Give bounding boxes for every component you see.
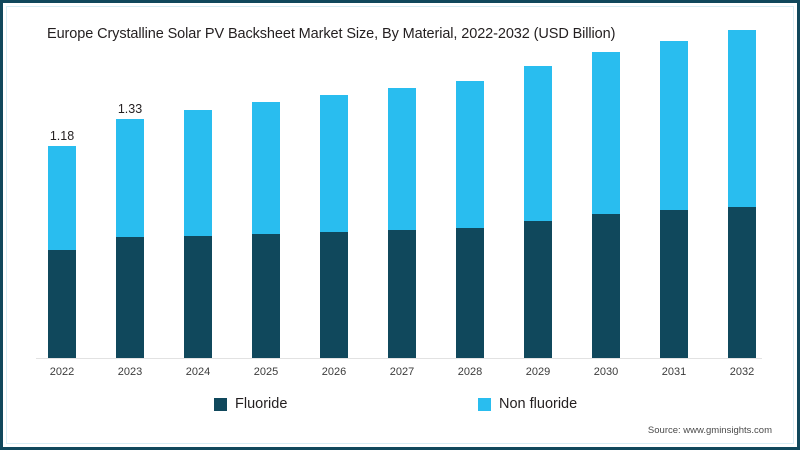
x-axis-tick-2022: 2022 xyxy=(49,366,75,378)
x-axis-tick-2028: 2028 xyxy=(457,366,483,378)
bar-column-2029[interactable] xyxy=(524,66,552,358)
bar-segment-fluoride-2029[interactable] xyxy=(524,221,552,358)
bar-segment-fluoride-2032[interactable] xyxy=(728,206,756,358)
source-attribution: Source: www.gminsights.com xyxy=(647,425,772,436)
legend-swatch-fluoride xyxy=(214,397,227,411)
bar-segment-fluoride-2024[interactable] xyxy=(184,235,212,358)
bar-segment-fluoride-2028[interactable] xyxy=(456,228,484,358)
chart-legend: Fluoride Non fluoride xyxy=(0,396,800,420)
x-axis-tick-2024: 2024 xyxy=(185,366,211,378)
legend-swatch-non-fluoride xyxy=(478,397,491,411)
legend-item-fluoride[interactable]: Fluoride xyxy=(214,396,287,412)
bar-column-2022[interactable]: 1.18 xyxy=(48,129,76,358)
bar-segment-fluoride-2023[interactable] xyxy=(116,237,144,358)
bar-column-2024[interactable] xyxy=(184,109,212,358)
x-axis-tick-2032: 2032 xyxy=(729,366,755,378)
legend-label-fluoride: Fluoride xyxy=(235,396,288,412)
bar-segment-fluoride-2022[interactable] xyxy=(48,250,76,358)
bar-column-2031[interactable] xyxy=(660,41,688,358)
bar-segment-non-fluoride-2028[interactable] xyxy=(456,80,484,229)
bar-column-2025[interactable] xyxy=(252,102,280,358)
chart-title: Europe Crystalline Solar PV Backsheet Ma… xyxy=(47,26,616,42)
bar-segment-fluoride-2025[interactable] xyxy=(252,233,280,358)
bar-column-2032[interactable] xyxy=(728,30,756,358)
bar-value-label-2022: 1.18 xyxy=(49,128,75,143)
bar-column-2026[interactable] xyxy=(320,95,348,358)
bar-segment-non-fluoride-2029[interactable] xyxy=(524,66,552,222)
bar-segment-fluoride-2027[interactable] xyxy=(388,230,416,358)
bar-segment-non-fluoride-2022[interactable] xyxy=(48,145,76,250)
bar-segment-non-fluoride-2032[interactable] xyxy=(728,30,756,207)
bar-segment-non-fluoride-2025[interactable] xyxy=(252,102,280,234)
bar-segment-non-fluoride-2027[interactable] xyxy=(388,88,416,231)
bar-column-2023[interactable]: 1.33 xyxy=(116,102,144,358)
x-axis-tick-2023: 2023 xyxy=(117,366,143,378)
x-axis-tick-2031: 2031 xyxy=(661,366,687,378)
bar-column-2030[interactable] xyxy=(592,52,620,358)
bar-segment-fluoride-2030[interactable] xyxy=(592,214,620,358)
bar-column-2028[interactable] xyxy=(456,80,484,358)
bar-value-label-2023: 1.33 xyxy=(117,101,143,116)
x-axis-tick-2025: 2025 xyxy=(253,366,279,378)
x-axis-tick-2030: 2030 xyxy=(593,366,619,378)
x-axis-tick-2026: 2026 xyxy=(321,366,347,378)
bar-segment-non-fluoride-2030[interactable] xyxy=(592,52,620,214)
legend-item-non-fluoride[interactable]: Non fluoride xyxy=(478,396,577,412)
x-axis-baseline xyxy=(36,358,762,359)
bar-segment-non-fluoride-2026[interactable] xyxy=(320,95,348,232)
bar-column-2027[interactable] xyxy=(388,88,416,358)
bar-segment-fluoride-2031[interactable] xyxy=(660,210,688,358)
bar-segment-non-fluoride-2031[interactable] xyxy=(660,41,688,211)
bar-segment-non-fluoride-2023[interactable] xyxy=(116,118,144,238)
bar-segment-fluoride-2026[interactable] xyxy=(320,232,348,358)
legend-label-non-fluoride: Non fluoride xyxy=(499,396,578,412)
bar-segment-non-fluoride-2024[interactable] xyxy=(184,109,212,236)
x-axis-tick-2027: 2027 xyxy=(389,366,415,378)
x-axis-tick-2029: 2029 xyxy=(525,366,551,378)
